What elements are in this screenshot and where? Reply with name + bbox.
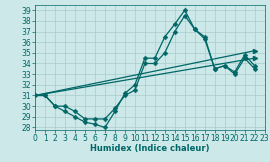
X-axis label: Humidex (Indice chaleur): Humidex (Indice chaleur) — [90, 144, 210, 153]
